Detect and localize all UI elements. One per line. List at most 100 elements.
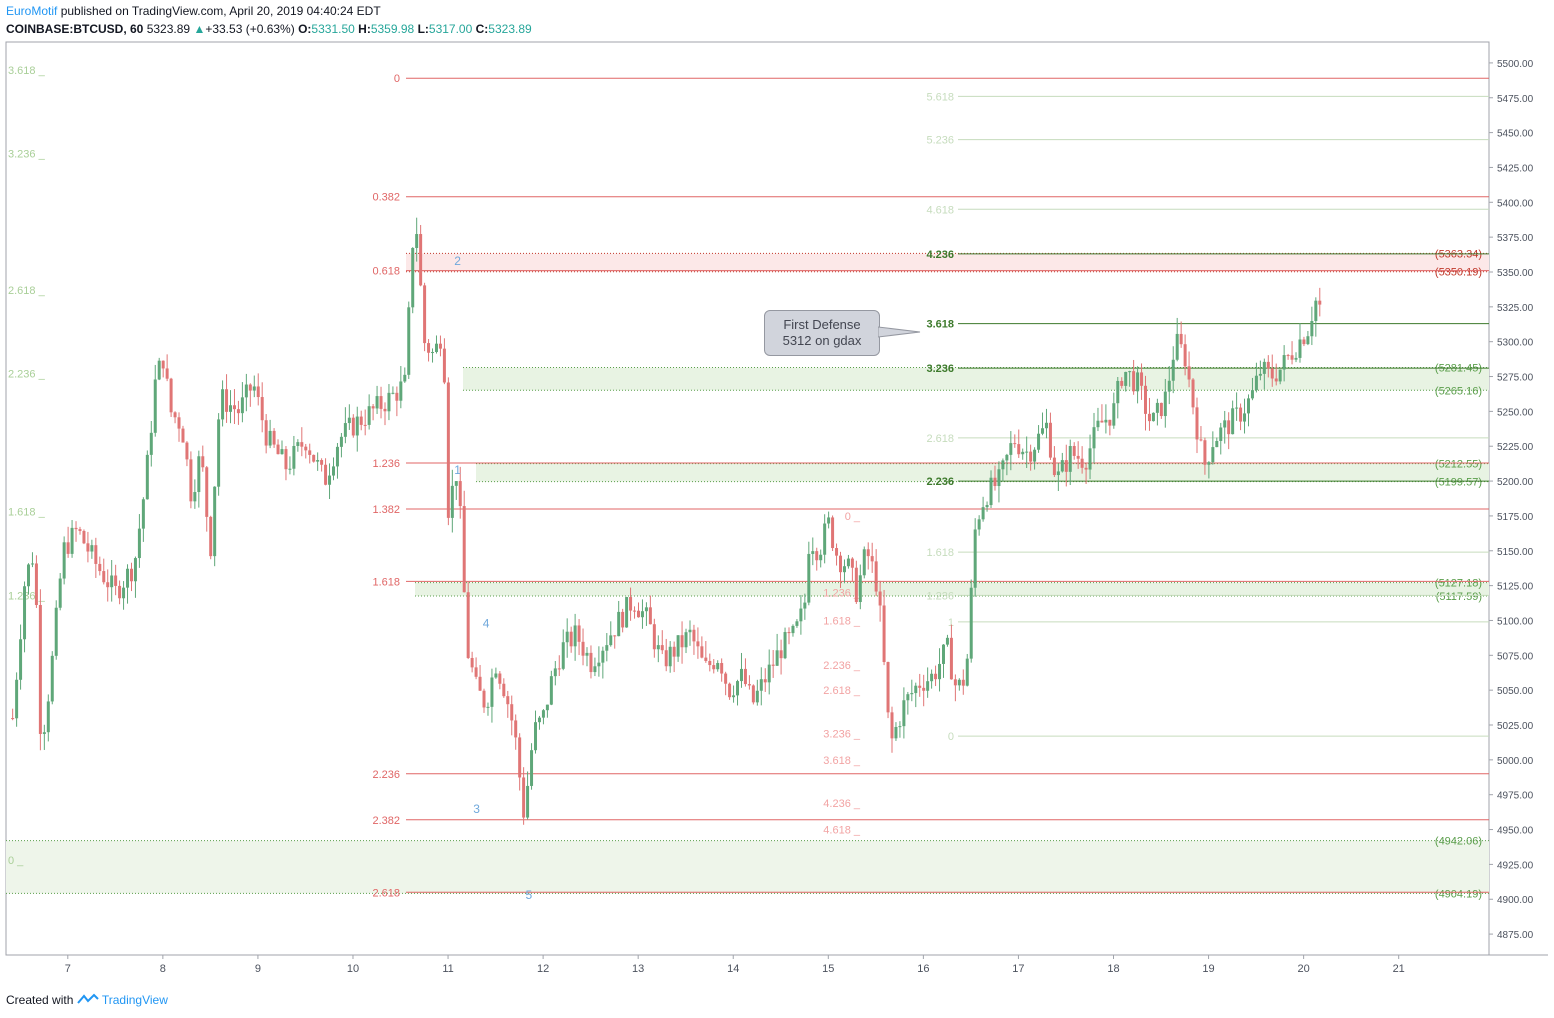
candle-up xyxy=(1294,357,1298,360)
candle-up xyxy=(605,645,609,651)
candle-up xyxy=(823,523,827,555)
candle-down xyxy=(236,409,240,414)
fib-level-label: 4.618 xyxy=(926,204,954,216)
candle-up xyxy=(1041,428,1045,434)
candle-up xyxy=(1044,422,1048,429)
candle-up xyxy=(157,360,161,380)
candle-up xyxy=(244,384,248,398)
candle-down xyxy=(779,650,783,659)
y-tick-label: 5075.00 xyxy=(1497,651,1534,662)
candle-up xyxy=(862,549,866,576)
candle-up xyxy=(1088,448,1092,470)
candle-down xyxy=(672,646,676,657)
zone-band xyxy=(415,582,1489,596)
candle-up xyxy=(819,554,823,561)
candle-down xyxy=(815,551,819,561)
candle-up xyxy=(1136,372,1140,392)
y-tick-label: 5350.00 xyxy=(1497,268,1534,279)
zone-band xyxy=(406,253,1489,272)
candle-down xyxy=(1132,371,1136,392)
candle-up xyxy=(197,456,201,493)
candle-down xyxy=(1302,339,1306,345)
candle-up xyxy=(486,706,490,708)
candle-up xyxy=(811,551,815,554)
y-tick-label: 5200.00 xyxy=(1497,477,1534,488)
candle-up xyxy=(399,381,403,401)
candle-down xyxy=(918,685,922,688)
x-tick-label: 8 xyxy=(160,963,166,975)
x-tick-label: 13 xyxy=(632,963,644,975)
y-tick-label: 5475.00 xyxy=(1497,94,1534,105)
fib-level-label: 2.236 xyxy=(372,769,400,781)
candle-down xyxy=(260,397,264,421)
zone-band xyxy=(476,463,1489,482)
close-label: C: xyxy=(475,22,489,36)
candle-down xyxy=(98,563,102,572)
candle-up xyxy=(1005,454,1009,461)
fib-level-label: 3.618 _ xyxy=(823,755,861,767)
candle-down xyxy=(878,591,882,606)
candle-up xyxy=(640,611,644,618)
y-tick-label: 4900.00 xyxy=(1497,895,1534,906)
candle-down xyxy=(189,459,193,502)
y-tick-label: 5425.00 xyxy=(1497,163,1534,174)
candle-up xyxy=(803,602,807,609)
candle-up xyxy=(50,655,54,702)
fib-level-label: 0 xyxy=(948,731,954,743)
candle-up xyxy=(1231,408,1235,435)
fib-level-label: 2.618 _ xyxy=(823,685,861,697)
candle-up xyxy=(1306,336,1310,345)
candle-down xyxy=(581,641,585,656)
candle-up xyxy=(573,625,577,647)
candle-up xyxy=(280,449,284,455)
candle-up xyxy=(339,436,343,447)
candle-up xyxy=(1314,300,1318,322)
candle-up xyxy=(42,732,46,734)
candle-down xyxy=(284,449,288,470)
candle-up xyxy=(217,419,221,487)
candle-up xyxy=(1001,460,1005,470)
candle-down xyxy=(1318,300,1322,305)
candle-up xyxy=(926,681,930,691)
candle-down xyxy=(1072,446,1076,456)
x-tick-label: 10 xyxy=(347,963,359,975)
wave-count-label: 2 xyxy=(454,254,461,268)
candle-up xyxy=(938,663,942,680)
fib-level-label: 2.618 xyxy=(372,887,400,899)
candle-up xyxy=(973,529,977,588)
close-value: 5323.89 xyxy=(488,22,532,36)
candle-up xyxy=(1163,391,1167,417)
fib-level-label: 1.236 xyxy=(372,458,400,470)
candle-up xyxy=(30,563,34,565)
y-tick-label: 5400.00 xyxy=(1497,198,1534,209)
zone-label-top: (5212.55) xyxy=(1435,459,1482,471)
candle-up xyxy=(1254,375,1258,391)
candle-up xyxy=(526,785,530,818)
candle-down xyxy=(510,704,514,721)
candle-up xyxy=(930,673,934,682)
author-link[interactable]: EuroMotif xyxy=(6,4,58,18)
candle-up xyxy=(795,621,799,626)
candle-down xyxy=(874,561,878,592)
candle-up xyxy=(450,485,454,518)
candle-up xyxy=(898,726,902,728)
candle-down xyxy=(1052,457,1056,476)
x-tick-label: 9 xyxy=(255,963,261,975)
candle-down xyxy=(961,679,965,686)
candle-down xyxy=(185,442,189,460)
candle-up xyxy=(541,710,545,718)
y-tick-label: 5250.00 xyxy=(1497,407,1534,418)
candle-down xyxy=(724,673,728,684)
candle-down xyxy=(589,652,593,673)
candle-down xyxy=(953,679,957,686)
candle-down xyxy=(636,610,640,618)
candle-up xyxy=(1037,433,1041,450)
y-tick-label: 5000.00 xyxy=(1497,756,1534,767)
wave-count-label: 1 xyxy=(454,463,461,477)
callout-note[interactable]: First Defense 5312 on gdax xyxy=(764,310,880,356)
tradingview-link[interactable]: TradingView xyxy=(101,993,168,1007)
candle-up xyxy=(62,542,66,579)
fib-level-label: 2.236 xyxy=(926,476,954,488)
fib-level-label: 0.618 xyxy=(372,266,400,278)
